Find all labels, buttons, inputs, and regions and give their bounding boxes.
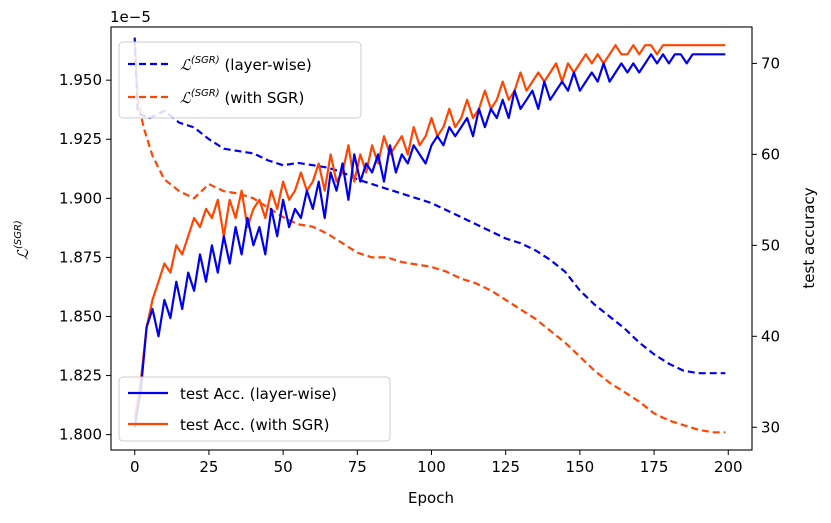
x-tick-label: 100	[417, 458, 446, 476]
legend-bottom-box	[118, 376, 391, 442]
y-left-tick-label: 1.925	[59, 130, 102, 148]
x-tick-label: 175	[640, 458, 669, 476]
y-left-tick-label: 1.850	[59, 307, 102, 325]
y-right-tick-label: 60	[761, 145, 780, 163]
series-line-l-sgr-with-sgr	[133, 42, 726, 434]
y-left-tick-label: 1.950	[59, 71, 102, 89]
x-tick-label: 25	[199, 458, 218, 476]
x-tick-label: 50	[274, 458, 293, 476]
y-right-tick-label: 50	[761, 236, 780, 254]
y-right-tick-label: 30	[761, 418, 780, 436]
legend-bottom-label-layerwise: test Acc. (layer-wise)	[180, 385, 337, 403]
x-tick-label: 0	[130, 458, 140, 476]
x-tick-label: 75	[348, 458, 367, 476]
y-right-tick-label: 40	[761, 327, 780, 345]
series-line-l-sgr-layer-wise	[133, 37, 726, 375]
legend-top: ℒ(SGR) (layer-wise) ℒ(SGR) (with SGR)	[118, 41, 362, 119]
ticks-layer: 0 25 50 75 100 125 150 175 200 1.800 1.825 1.850 1.8…	[59, 54, 780, 476]
y-left-tick-label: 1.825	[59, 367, 102, 385]
x-tick-label: 125	[491, 458, 520, 476]
y-left-label-symbol: ℒ	[14, 248, 32, 260]
x-tick-label: 150	[566, 458, 595, 476]
legend-bottom-label-sgr: test Acc. (with SGR)	[180, 416, 329, 434]
x-tick-label: 200	[714, 458, 743, 476]
y-left-label-sup: (SGR)	[13, 220, 24, 249]
series-line-test-acc-with-sgr	[133, 44, 726, 419]
legend-top-box	[118, 41, 362, 119]
legend-bottom: test Acc. (layer-wise) test Acc. (with S…	[118, 376, 391, 442]
y-left-tick-label: 1.900	[59, 189, 102, 207]
y-left-tick-label: 1.800	[59, 426, 102, 444]
series-line-test-acc-layer-wise	[133, 53, 726, 428]
y-left-tick-label: 1.875	[59, 248, 102, 266]
legend-top-label-sgr: ℒ(SGR) (with SGR)	[180, 88, 304, 107]
x-axis-label: Epoch	[408, 489, 454, 507]
y-left-label: ℒ(SGR)	[13, 220, 32, 260]
offset-text: 1e−5	[110, 8, 151, 26]
y-right-label: test accuracy	[800, 187, 818, 288]
y-right-tick-label: 70	[761, 54, 780, 72]
svg-text:ℒ(SGR): ℒ(SGR)	[13, 220, 32, 260]
legend-top-label-layerwise: ℒ(SGR) (layer-wise)	[180, 55, 312, 74]
series-layer	[133, 37, 726, 434]
